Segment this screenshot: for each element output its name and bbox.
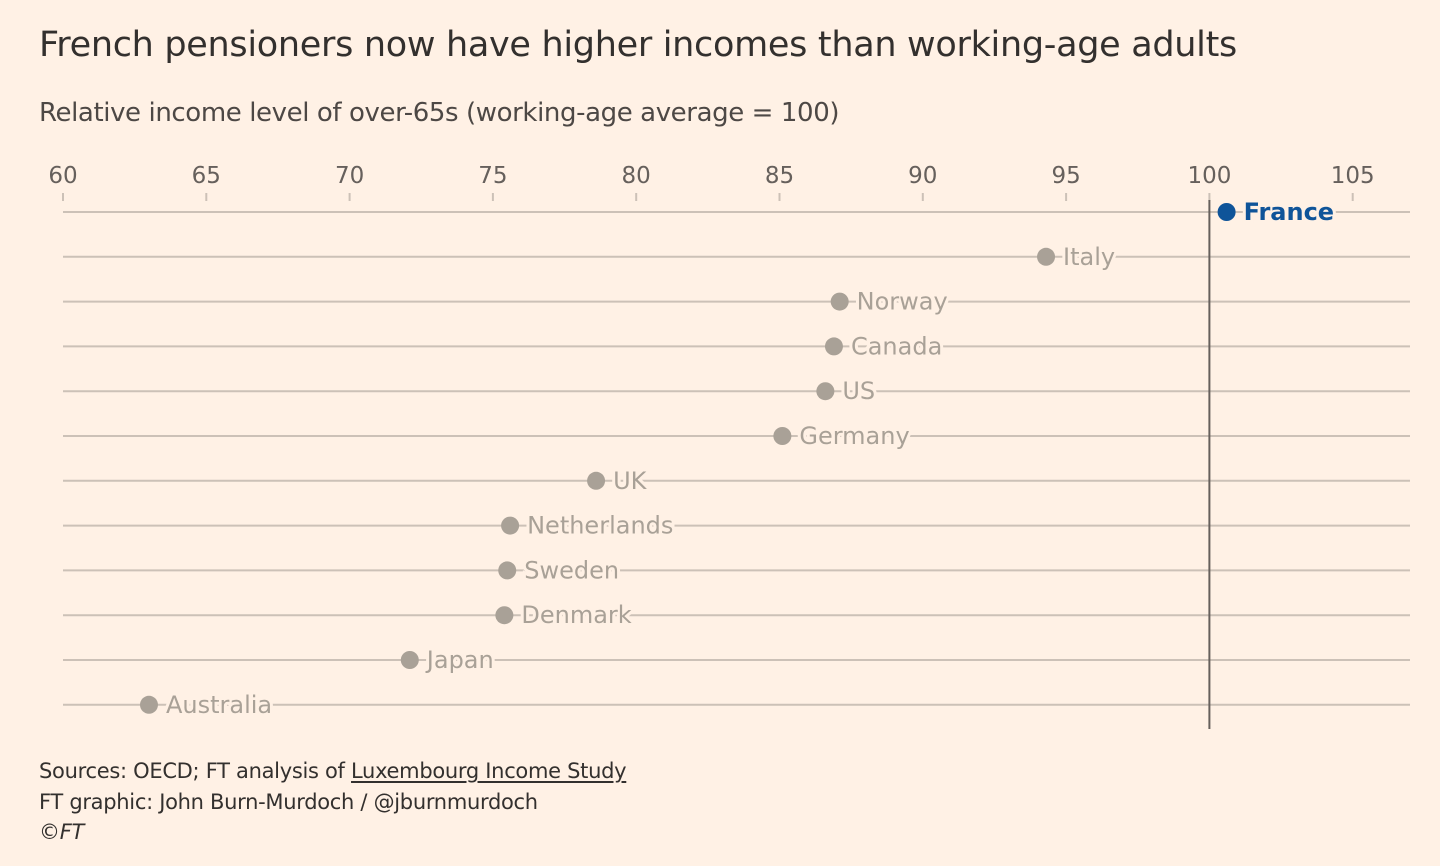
- label-australia: Australia: [166, 691, 272, 719]
- dot-canada: [824, 337, 843, 356]
- label-france: France: [1244, 198, 1334, 226]
- dot-uk: [587, 471, 606, 490]
- label-sweden: Sweden: [524, 556, 619, 584]
- copyright: ©FT: [39, 820, 85, 844]
- label-germany: Germany: [799, 422, 909, 450]
- dot-norway: [830, 292, 849, 311]
- x-tick-label-80: 80: [622, 163, 651, 189]
- label-japan: Japan: [425, 646, 494, 674]
- x-tick-label-105: 105: [1331, 163, 1375, 189]
- dot-us: [816, 382, 835, 401]
- graphic-credit: FT graphic: John Burn-Murdoch / @jburnmu…: [39, 790, 538, 814]
- label-denmark: Denmark: [521, 601, 631, 629]
- label-norway: Norway: [857, 288, 948, 316]
- x-tick-label-70: 70: [335, 163, 364, 189]
- chart-title: French pensioners now have higher income…: [39, 25, 1237, 65]
- x-tick-label-95: 95: [1051, 163, 1080, 189]
- dot-australia: [139, 695, 158, 714]
- x-tick-label-65: 65: [192, 163, 221, 189]
- label-netherlands: Netherlands: [527, 512, 673, 540]
- dot-japan: [400, 651, 419, 669]
- dot-denmark: [495, 606, 514, 625]
- luxembourg-income-study-link[interactable]: Luxembourg Income Study: [351, 759, 627, 783]
- sources-prefix: Sources: OECD; FT analysis of: [39, 759, 352, 783]
- label-us: US: [842, 377, 875, 405]
- chart-subtitle: Relative income level of over-65s (worki…: [39, 98, 840, 128]
- x-tick-label-75: 75: [478, 163, 507, 189]
- dot-italy: [1037, 247, 1056, 266]
- dot-netherlands: [501, 516, 520, 535]
- label-italy: Italy: [1063, 243, 1115, 271]
- label-canada: Canada: [851, 332, 942, 360]
- label-uk: UK: [613, 467, 648, 495]
- sources-note: Sources: OECD; FT analysis of Luxembourg…: [39, 757, 627, 785]
- x-tick-label-90: 90: [908, 163, 937, 189]
- dot-sweden: [498, 561, 517, 580]
- dot-germany: [773, 427, 792, 445]
- x-tick-label-100: 100: [1187, 163, 1231, 189]
- x-tick-label-60: 60: [48, 163, 77, 189]
- dot-france: [1217, 203, 1236, 221]
- x-tick-label-85: 85: [765, 163, 794, 189]
